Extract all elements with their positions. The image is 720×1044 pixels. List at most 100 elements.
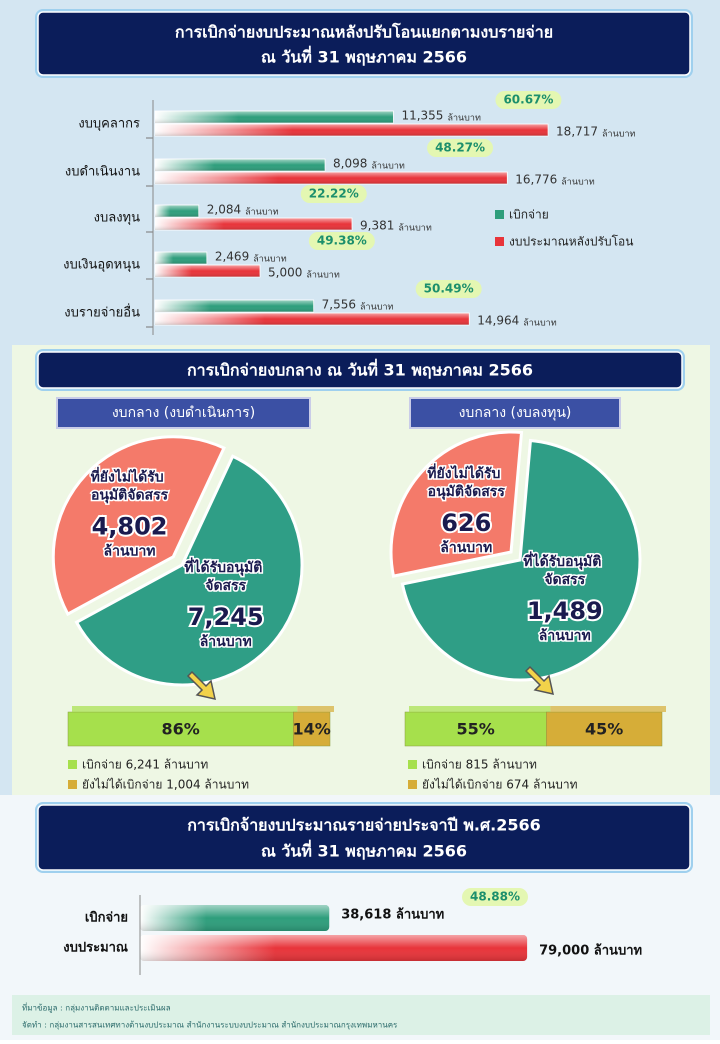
slice-category: ที่ได้รับอนุมัติ จัดสรร: [523, 551, 606, 588]
value-label: 14,964: [477, 314, 519, 328]
unit-label: ล้านบาท: [398, 223, 431, 234]
title-box: [37, 351, 683, 389]
chart-title: การเบิกจ่ายงบประมาณหลังปรับโอนแยกตามงบรา…: [175, 22, 553, 42]
arrow-icon: [186, 670, 216, 700]
progress-segment: [546, 711, 663, 747]
progress-label: 86%: [162, 720, 200, 739]
slice-category: ที่ยังไม่ได้รับ อนุมัติจัดสรร: [427, 463, 505, 500]
rate-badge: [300, 185, 367, 203]
legend-swatch: [68, 780, 77, 789]
slice-category: ที่ยังไม่ได้รับ อนุมัติจัดสรร: [91, 467, 169, 504]
progress-top: [550, 706, 666, 712]
progress-top: [72, 706, 298, 712]
bar-shine: [155, 159, 326, 171]
category-label: งบบุคลากร: [78, 117, 140, 132]
slice-unit: ล้านบาท: [440, 540, 492, 556]
progress-segment: [67, 711, 294, 747]
title-box: [37, 804, 691, 871]
slice-category: ที่ได้รับอนุมัติ จัดสรร: [184, 557, 267, 594]
progress-label: 55%: [457, 720, 495, 739]
slice-unit: ล้านบาท: [200, 634, 252, 650]
unit-label: ล้านบาท: [523, 318, 556, 329]
legend-swatch: [495, 210, 504, 219]
rate-label: 60.67%: [503, 93, 553, 107]
value-label: 38,618 ล้านบาท: [341, 907, 444, 923]
legend-swatch: [408, 760, 417, 769]
pie-slice: [74, 454, 304, 687]
rate-badge: [415, 280, 482, 298]
bar-shine: [155, 265, 260, 277]
pie-slice: [389, 430, 524, 578]
progress-top: [409, 706, 551, 712]
legend-label: ยังไม่ได้เบิกจ่าย 1,004 ล้านบาท: [82, 778, 249, 792]
bar-shine: [155, 252, 207, 264]
rate-label: 49.38%: [317, 234, 367, 248]
slice-value: 626: [441, 509, 491, 537]
category-label: งบรายจ่ายอื่น: [64, 304, 140, 321]
slice-unit: ล้านบาท: [104, 544, 156, 560]
unit-label: ล้านบาท: [253, 254, 286, 265]
pie-subtitle: งบกลาง (งบดำเนินการ): [112, 405, 255, 421]
progress-top: [297, 706, 334, 712]
progress-label: 14%: [293, 720, 331, 739]
bar-shine: [155, 218, 353, 230]
rate-badge: [462, 888, 528, 906]
slice-value: 7,245: [188, 603, 264, 631]
rate-badge: [495, 91, 562, 109]
category-label: เบิกจ่าย: [85, 911, 128, 926]
unit-label: ล้านบาท: [360, 302, 393, 313]
chart-title: การเบิกจ้ายงบประมาณรายจ่ายประจาปี พ.ศ.25…: [187, 816, 541, 835]
value-label: 18,717: [556, 125, 598, 139]
category-label: งบดำเนินงาน: [65, 165, 140, 180]
value-label: 7,556: [322, 298, 356, 312]
value-label: 2,469: [215, 250, 249, 264]
value-label: 5,000: [268, 266, 302, 280]
value-label: 79,000 ล้านบาท: [539, 943, 642, 959]
value-label: 8,098: [333, 157, 367, 171]
legend-label: เบิกจ่าย 6,241 ล้านบาท: [82, 758, 208, 772]
unit-label: ล้านบาท: [371, 161, 404, 172]
category-label: งบเงินอุดหนุน: [63, 258, 140, 273]
rate-label: 48.88%: [470, 890, 520, 904]
bar-shine: [155, 313, 470, 325]
legend-swatch: [495, 237, 504, 246]
slice-unit: ล้านบาท: [539, 628, 591, 644]
value-label: 9,381: [360, 219, 394, 233]
rate-badge: [427, 139, 494, 157]
chart-title: ณ วันที่ 31 พฤษภาคม 2566: [261, 840, 467, 861]
pie-slice: [400, 438, 642, 682]
unit-label: ล้านบาท: [306, 270, 339, 281]
legend-label: ยังไม่ได้เบิกจ่าย 674 ล้านบาท: [422, 778, 578, 792]
legend-swatch: [408, 780, 417, 789]
legend-label: งบประมาณหลังปรับโอน: [509, 235, 633, 249]
bar-shine: [155, 300, 314, 312]
value-label: 2,084: [207, 203, 241, 217]
bar-shine: [155, 124, 549, 136]
title-box: [37, 11, 691, 76]
rate-label: 48.27%: [435, 141, 485, 155]
footer-credit: จัดทำ : กลุ่มงานสารสนเทศทางด้านงบประมาณ …: [22, 1021, 398, 1030]
category-label: งบประมาณ: [63, 941, 128, 956]
unit-label: ล้านบาท: [602, 129, 635, 140]
slice-value: 1,489: [527, 597, 603, 625]
legend-swatch: [68, 760, 77, 769]
bar-shine: [155, 111, 394, 123]
chart-title: การเบิกจ่ายงบกลาง ณ วันที่ 31 พฤษภาคม 25…: [187, 359, 533, 380]
value-label: 16,776: [515, 173, 557, 187]
unit-label: ล้านบาท: [561, 177, 594, 188]
pie-subtitle: งบกลาง (งบลงทุน): [459, 405, 572, 421]
slice-value: 4,802: [92, 513, 168, 541]
progress-segment: [293, 711, 331, 747]
unit-label: ล้านบาท: [447, 113, 480, 124]
legend-label: เบิกจ่าย 815 ล้านบาท: [422, 758, 537, 772]
category-label: งบลงทุน: [94, 211, 140, 226]
chart-title: ณ วันที่ 31 พฤษภาคม 2566: [261, 46, 467, 67]
subtitle-box: [409, 397, 621, 429]
bar-shine: [155, 172, 508, 184]
arrow-icon: [524, 665, 554, 695]
progress-label: 45%: [585, 720, 623, 739]
bar-shine: [140, 905, 330, 931]
legend-label: เบิกจ่าย: [509, 208, 549, 222]
progress-segment: [404, 711, 547, 747]
